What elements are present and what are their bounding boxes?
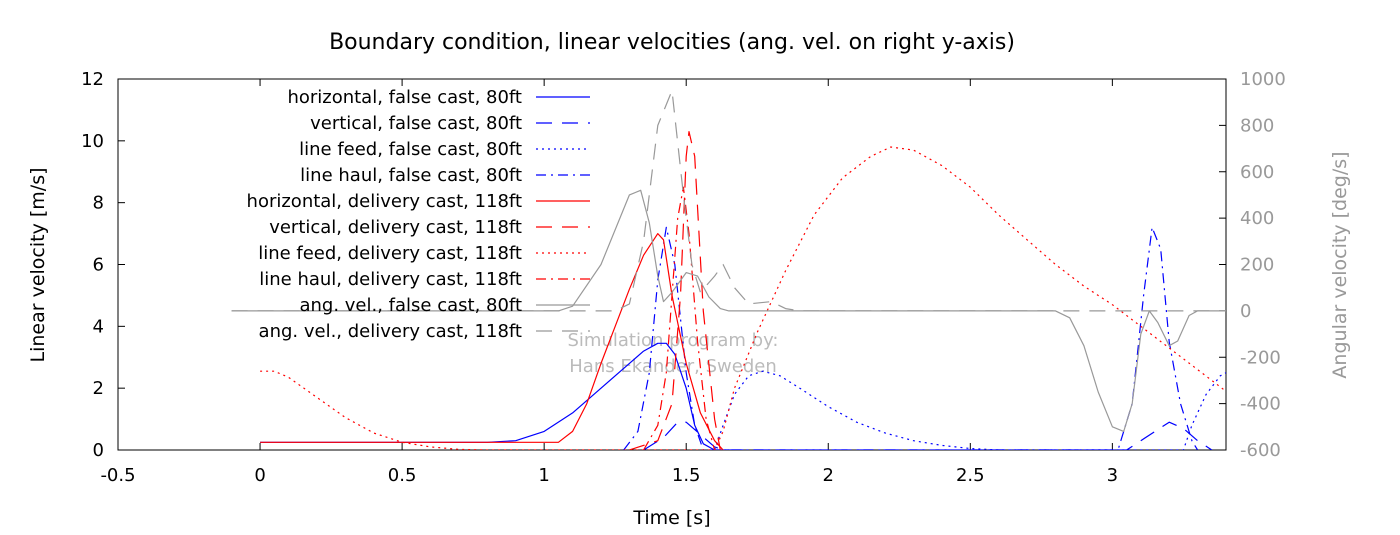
y2-tick-label: -200	[1240, 347, 1281, 368]
y-tick-label: 4	[93, 316, 104, 337]
y2-tick-label: 1000	[1240, 69, 1286, 90]
legend-label: ang. vel., delivery cast, 118ft	[259, 321, 522, 342]
legend-label: line haul, delivery cast, 118ft	[259, 269, 522, 290]
y-tick-label: 10	[81, 131, 104, 152]
series-line-1	[260, 342, 729, 450]
plot-frame	[117, 78, 1227, 451]
chart-title: Boundary condition, linear velocities (a…	[329, 30, 1015, 55]
legend-label: horizontal, false cast, 80ft	[287, 87, 522, 108]
y-tick-label: 6	[93, 255, 104, 276]
y2-tick-label: -600	[1240, 440, 1281, 461]
x-tick-label: 2	[823, 465, 834, 486]
y-tick-label: 8	[93, 193, 104, 214]
x-axis: -0.5 0 0.5 1 1.5 2 2.5 3	[100, 79, 1118, 486]
y2-tick-label: 200	[1240, 255, 1274, 276]
y-tick-label: 12	[81, 69, 104, 90]
watermark: Simulation program by: Hans Ekander, Swe…	[568, 330, 779, 377]
y2-tick-label: 800	[1240, 115, 1274, 136]
x-tick-label: -0.5	[100, 465, 135, 486]
y-axis-left: 0 2 4 6 8 10 12	[81, 69, 125, 461]
series-line-2	[643, 421, 1213, 450]
y2-tick-label: -400	[1240, 394, 1281, 415]
series-line-4	[623, 226, 1199, 450]
legend-label: line feed, delivery cast, 118ft	[258, 243, 522, 264]
legend-label: vertical, false cast, 80ft	[310, 113, 522, 134]
y-axis-label: Linear velocity [m/s]	[27, 167, 49, 362]
x-tick-label: 2.5	[956, 465, 985, 486]
y2-tick-label: 0	[1240, 301, 1251, 322]
x-axis-label: Time [s]	[632, 507, 710, 529]
y2-tick-label: 400	[1240, 208, 1274, 229]
legend-label: ang. vel., false cast, 80ft	[299, 295, 522, 316]
x-tick-label: 1	[538, 465, 549, 486]
watermark-line-2: Hans Ekander, Sweden	[569, 356, 776, 377]
legend-label: vertical, delivery cast, 118ft	[269, 217, 522, 238]
y-tick-label: 0	[93, 440, 104, 461]
series-line-5	[260, 233, 724, 450]
y2-tick-label: 600	[1240, 162, 1274, 183]
legend-label: horizontal, delivery cast, 118ft	[247, 191, 522, 212]
legend-label: line haul, false cast, 80ft	[300, 165, 522, 186]
legend-label: line feed, false cast, 80ft	[299, 139, 522, 160]
x-tick-label: 0	[254, 465, 265, 486]
series-layer	[231, 90, 1226, 450]
y2-axis-label: Angular velocity [deg/s]	[1329, 151, 1351, 378]
series-line-3	[714, 370, 1226, 450]
y-tick-label: 2	[93, 378, 104, 399]
series-line-8	[643, 186, 716, 450]
series-line-10	[231, 90, 1226, 312]
watermark-line-1: Simulation program by:	[568, 330, 779, 351]
x-tick-label: 1.5	[672, 465, 701, 486]
x-tick-label: 0.5	[388, 465, 417, 486]
x-tick-label: 3	[1107, 465, 1118, 486]
legend: horizontal, false cast, 80ft vertical, fa…	[247, 87, 590, 342]
y-axis-right: -600 -400 -200 0 200 400 600 800 1000	[1219, 69, 1286, 461]
series-line-6	[629, 131, 721, 450]
